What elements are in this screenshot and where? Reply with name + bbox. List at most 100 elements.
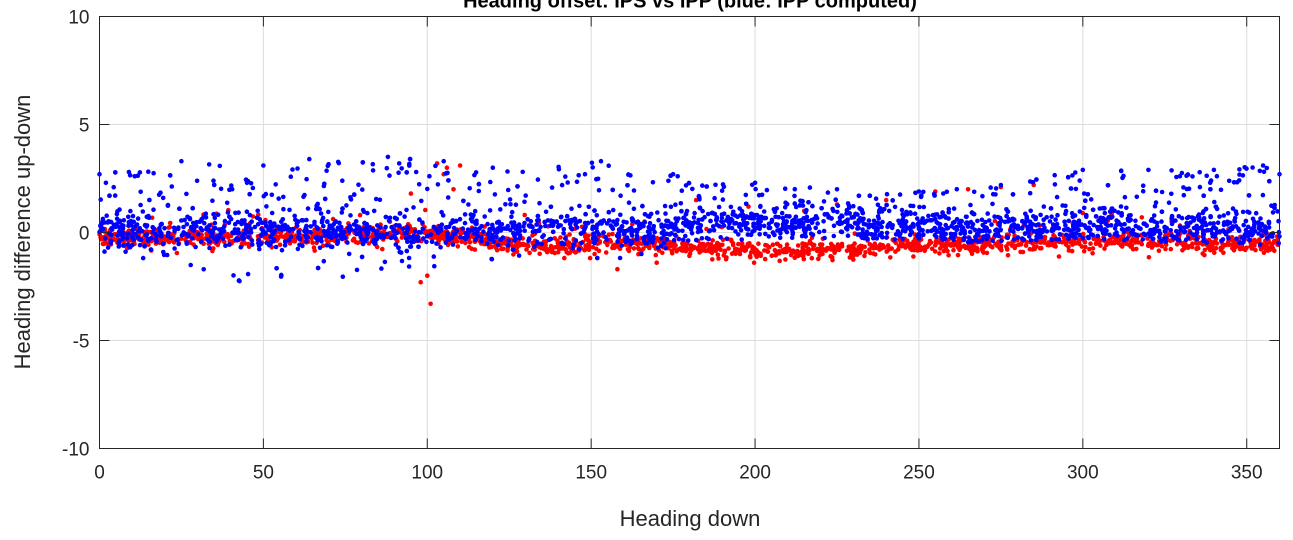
blue-point: [157, 225, 162, 231]
blue-point: [517, 228, 523, 234]
red-point: [803, 243, 809, 249]
blue-point: [276, 196, 282, 201]
blue-point: [1243, 231, 1249, 236]
red-point: [1081, 248, 1087, 254]
blue-point: [919, 220, 924, 225]
blue-point: [479, 224, 484, 229]
blue-point: [417, 217, 422, 222]
blue-point: [396, 161, 402, 166]
red-point: [511, 252, 516, 257]
blue-point: [684, 218, 689, 223]
red-point: [816, 256, 821, 262]
blue-point: [1204, 173, 1209, 179]
red-point: [423, 207, 428, 213]
blue-point: [1245, 209, 1250, 215]
red-point: [174, 250, 180, 256]
blue-point: [362, 226, 367, 232]
blue-point: [1218, 187, 1224, 193]
blue-point: [606, 218, 612, 223]
blue-point: [895, 229, 901, 234]
blue-point: [108, 240, 114, 246]
blue-point: [262, 231, 268, 236]
x-tick-label: 150: [575, 463, 607, 484]
blue-point: [1024, 215, 1029, 221]
blue-point: [673, 202, 678, 207]
red-point: [549, 247, 555, 253]
blue-point: [288, 174, 294, 179]
blue-point: [724, 236, 729, 241]
blue-point: [503, 202, 508, 207]
blue-point: [810, 232, 816, 238]
blue-point: [1178, 227, 1184, 233]
blue-point: [874, 236, 880, 241]
blue-point: [434, 227, 439, 232]
blue-point: [1112, 208, 1117, 214]
blue-point: [259, 226, 264, 232]
blue-point: [704, 235, 710, 241]
blue-point: [962, 235, 967, 241]
blue-point: [138, 202, 143, 208]
blue-point: [1052, 172, 1057, 178]
blue-point: [411, 239, 417, 244]
blue-point: [737, 206, 742, 211]
blue-point: [125, 236, 130, 241]
blue-point: [628, 225, 634, 231]
blue-point: [963, 221, 969, 226]
blue-point: [647, 220, 653, 226]
blue-point: [494, 234, 499, 240]
blue-point: [634, 236, 639, 242]
blue-point: [131, 231, 136, 237]
blue-point: [866, 224, 872, 230]
blue-point: [104, 213, 109, 218]
blue-point: [1267, 178, 1272, 184]
blue-point: [754, 212, 760, 218]
blue-point: [505, 169, 510, 174]
red-point: [777, 258, 782, 264]
blue-point: [1073, 235, 1078, 240]
blue-point: [1169, 213, 1175, 219]
blue-point: [591, 240, 597, 245]
blue-point: [1232, 215, 1238, 221]
blue-point: [269, 223, 274, 228]
blue-point: [1095, 233, 1100, 239]
red-point: [1049, 241, 1055, 247]
blue-point: [845, 233, 851, 238]
blue-point: [507, 197, 513, 202]
blue-point: [299, 218, 305, 223]
blue-point: [1208, 214, 1213, 220]
red-point: [667, 241, 672, 246]
red-point: [784, 242, 790, 247]
blue-point: [1031, 229, 1037, 234]
blue-point: [415, 234, 421, 240]
blue-point: [911, 224, 916, 229]
blue-point: [793, 225, 798, 230]
blue-point: [473, 237, 478, 242]
blue-point: [1098, 215, 1104, 221]
blue-point: [357, 225, 362, 231]
red-point: [522, 212, 527, 218]
blue-point: [650, 180, 656, 185]
red-point: [626, 248, 632, 254]
red-point: [544, 246, 550, 252]
blue-point: [663, 211, 668, 216]
red-point: [720, 242, 725, 248]
red-point: [910, 243, 916, 249]
blue-point: [202, 220, 207, 226]
blue-point: [825, 190, 831, 195]
blue-point: [429, 239, 435, 244]
red-point: [612, 242, 617, 248]
red-point: [514, 249, 520, 254]
blue-point: [1122, 194, 1128, 200]
blue-point: [224, 200, 230, 206]
blue-point: [675, 174, 680, 179]
blue-point: [661, 228, 666, 234]
blue-point: [378, 234, 383, 240]
blue-point: [1105, 183, 1111, 188]
blue-point: [321, 228, 327, 234]
red-point: [606, 232, 612, 237]
blue-point: [340, 206, 345, 211]
blue-point: [1232, 219, 1238, 224]
red-point: [1180, 241, 1185, 246]
blue-point: [413, 228, 418, 234]
blue-point: [1028, 238, 1034, 243]
